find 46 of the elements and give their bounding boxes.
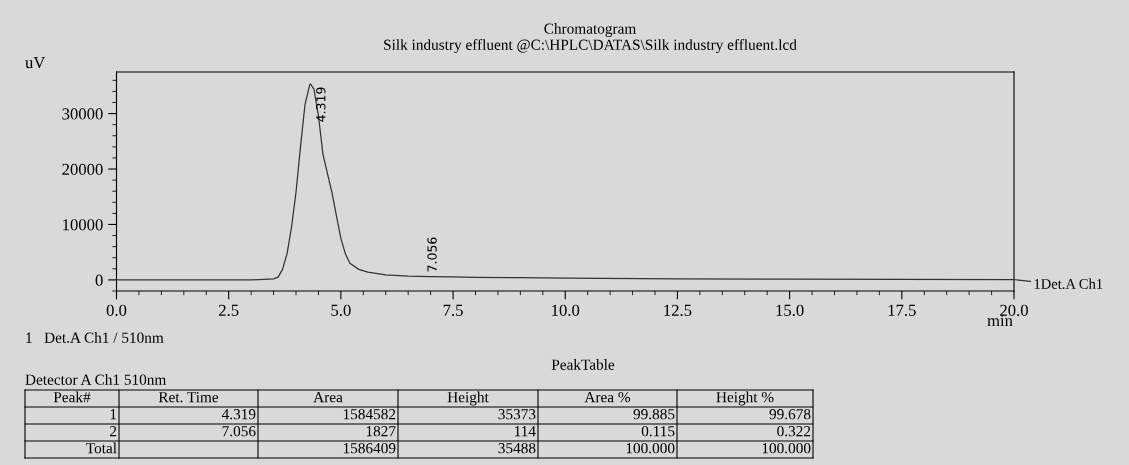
- text: 100.000: [626, 443, 675, 454]
- text: 4.319: [221, 409, 256, 420]
- x-tick-label: 5.0: [331, 304, 351, 316]
- text: 1586409: [343, 443, 396, 454]
- x-tick-label: 10.0: [552, 304, 580, 316]
- text: 35373: [498, 409, 536, 420]
- text: Total: [86, 442, 117, 454]
- legend-label: 1Det.A Ch1: [1034, 278, 1103, 289]
- text: 1827: [366, 426, 396, 437]
- x-tick-label: 20.0: [1000, 304, 1028, 316]
- y-axis-title: uV: [25, 57, 46, 69]
- x-tick-label: 17.5: [888, 304, 916, 316]
- y-tick-label: 10000: [63, 219, 103, 231]
- x-tick-label: 2.5: [219, 304, 239, 316]
- text: Area %: [584, 392, 631, 403]
- y-tick-label: 0: [95, 274, 103, 286]
- y-tick-label: 20000: [62, 163, 103, 175]
- text: Ret. Time: [158, 392, 219, 403]
- text: 99.678: [769, 409, 811, 420]
- text: PeakTable: [551, 359, 615, 370]
- text: 1 Det.A Ch1 / 510nm: [26, 332, 164, 343]
- text: 35488: [498, 443, 536, 454]
- x-tick-label: 15.0: [776, 304, 804, 316]
- x-tick-label: 0.0: [106, 304, 127, 316]
- text: 114: [515, 426, 536, 437]
- text: Height: [447, 391, 489, 406]
- text: Area: [313, 392, 343, 403]
- text: Detector A Ch1 510nm: [25, 374, 167, 385]
- text: 99.885: [633, 409, 675, 420]
- x-tick-label: 12.5: [664, 304, 692, 316]
- text: 100.000: [762, 443, 811, 454]
- text: 7.056: [222, 426, 256, 437]
- text: 1584582: [343, 409, 396, 420]
- text: 1: [110, 409, 117, 420]
- text: 0.322: [777, 426, 811, 437]
- chart-subtitle: Silk industry effluent @C:\HPLC\DATAS\Silk industry effluent.lcd: [384, 38, 797, 54]
- text: 0.115: [641, 426, 675, 437]
- y-tick-label: 30000: [62, 108, 103, 120]
- annotation: 4.319: [316, 87, 326, 122]
- chart-title: Chromatogram: [544, 23, 637, 37]
- x-axis-title: min: [987, 314, 1013, 327]
- x-tick-label: 7.5: [443, 304, 463, 316]
- text: Height %: [716, 391, 774, 406]
- text: 2: [110, 426, 117, 437]
- text: Peak#: [53, 391, 91, 403]
- annotation: 7.056: [427, 237, 437, 272]
